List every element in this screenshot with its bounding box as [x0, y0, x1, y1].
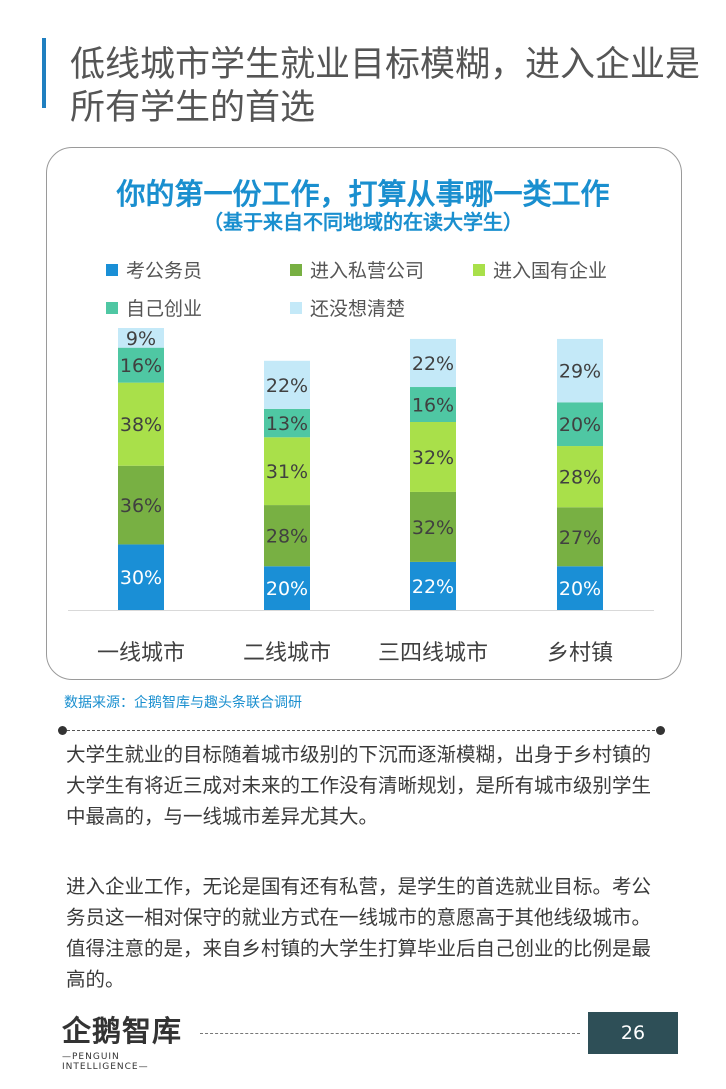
legend-swatch: [290, 263, 302, 276]
legend-item: 自己创业: [106, 294, 202, 321]
legend-swatch: [473, 263, 485, 276]
data-label: 20%: [266, 578, 308, 600]
chart-subtitle: （基于来自不同地域的在读大学生）: [203, 210, 523, 234]
bar-segment: [557, 566, 603, 610]
data-source: 数据来源：企鹅智库与趣头条联合调研: [64, 695, 302, 711]
data-label: 9%: [126, 328, 156, 350]
body-paragraph-2: 进入企业工作，无论是国有还有私营，是学生的首选就业目标。考公务员这一相对保守的就…: [66, 875, 652, 991]
category-label: 三四线城市: [378, 641, 488, 666]
divider-dot-right: [656, 726, 665, 735]
data-label: 28%: [266, 526, 308, 548]
legend-swatch: [106, 301, 118, 314]
data-label: 36%: [120, 495, 162, 517]
bar-segment: [557, 446, 603, 508]
bar-segment: [264, 408, 310, 438]
legend-label: 自己创业: [126, 298, 203, 320]
body-paragraph-1: 大学生就业的目标随着城市级别的下沉而逐渐模糊，出身于乡村镇的大学生有将近三成对未…: [66, 743, 652, 828]
title-accent-bar: [42, 38, 46, 108]
footer-divider: [200, 1033, 580, 1034]
legend-item: 进入国有企业: [473, 256, 607, 283]
category-label: 二线城市: [243, 641, 331, 666]
data-label: 20%: [559, 578, 601, 600]
data-label: 32%: [412, 517, 454, 539]
page-number: 26: [588, 1012, 678, 1054]
stacked-bar-chart: 30% 36% 38% 16% 9% 一线城市 20% 28% 31% 13% 22% 二线城市 22%…: [68, 328, 654, 666]
category-label: 乡村镇: [547, 641, 613, 666]
logo-name: 企鹅智库: [62, 1014, 183, 1048]
data-label: 20%: [559, 414, 601, 436]
data-label: 16%: [120, 355, 162, 377]
data-label: 31%: [266, 461, 308, 483]
bar-segment: [557, 402, 603, 447]
bar-segment: [118, 544, 164, 610]
bar-segment: [118, 328, 164, 348]
bar-segment: [410, 422, 456, 492]
data-label: 29%: [559, 361, 601, 383]
data-label: 22%: [266, 375, 308, 397]
data-label: 38%: [120, 414, 162, 436]
data-label: 27%: [559, 527, 601, 549]
data-label: 30%: [120, 567, 162, 589]
bar-segment: [264, 360, 310, 409]
data-label: 13%: [266, 413, 308, 435]
bar-segment: [118, 382, 164, 466]
bar-segment: [557, 507, 603, 567]
legend-label: 考公务员: [126, 260, 203, 282]
legend-label: 进入国有企业: [493, 260, 608, 282]
legend-swatch: [106, 263, 118, 276]
bar-segment: [410, 561, 456, 610]
bar-segment: [264, 566, 310, 610]
bar-segment: [410, 491, 456, 562]
bar-segment: [118, 347, 164, 383]
section-divider: [62, 730, 660, 731]
bar-segment: [264, 437, 310, 506]
divider-dot-left: [58, 726, 67, 735]
legend-label: 还没想清楚: [310, 298, 406, 320]
logo-tagline: —PENGUIN INTELLIGENCE—: [62, 1052, 149, 1072]
bar-segment: [118, 465, 164, 545]
data-label: 22%: [412, 576, 454, 598]
logo: 企鹅智库 —PENGUIN INTELLIGENCE—: [62, 1008, 192, 1072]
data-label: 16%: [412, 395, 454, 417]
chart-title: 你的第一份工作，打算从事哪一类工作: [116, 177, 610, 211]
category-label: 一线城市: [97, 641, 185, 666]
legend-item: 还没想清楚: [290, 294, 405, 321]
data-label: 22%: [412, 353, 454, 375]
data-label: 32%: [412, 447, 454, 469]
legend-item: 考公务员: [106, 256, 202, 283]
legend-label: 进入私营公司: [310, 260, 425, 282]
legend-swatch: [290, 301, 302, 314]
bar-segment: [410, 387, 456, 422]
data-label: 28%: [559, 467, 601, 489]
page-title: 低线城市学生就业目标模糊，进入企业是所有学生的首选: [70, 45, 701, 128]
legend-item: 进入私营公司: [290, 256, 424, 283]
bar-segment: [410, 338, 456, 388]
bar-segment: [557, 338, 603, 403]
bar-segment: [264, 505, 310, 567]
